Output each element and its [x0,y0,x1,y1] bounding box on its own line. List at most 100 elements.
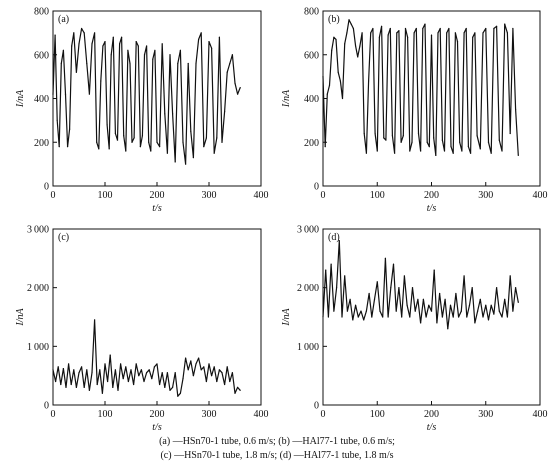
data-point [365,152,367,154]
data-point [137,45,139,47]
data-point [456,41,459,43]
data-point [328,84,331,86]
data-point [467,146,469,148]
data-point [195,363,197,365]
data-point [190,130,192,132]
data-point [371,316,373,318]
data-point [88,93,90,95]
x-tick-label: 0 [321,409,326,420]
data-point [433,269,435,271]
data-point [365,310,367,312]
data-point [216,380,218,383]
data-point [449,304,452,306]
data-point [433,137,435,139]
x-tick-label: 100 [98,190,113,201]
data-point [363,319,365,321]
data-point [471,287,473,289]
data-point [179,49,181,51]
data-point [154,49,156,51]
data-point [417,298,419,300]
data-point [341,97,344,100]
y-tick-label: 1 000 [297,342,319,353]
data-point [479,148,481,150]
data-point [509,275,511,277]
data-point [125,150,127,152]
data-point [185,357,187,359]
data-point [226,366,228,368]
y-tick-label: 200 [304,138,319,149]
data-point [493,313,495,315]
data-point [398,30,400,32]
data-point [58,146,60,148]
data-point [376,281,378,283]
data-point [218,369,220,371]
data-point [428,146,430,148]
data-point [133,137,135,139]
data-point [75,386,77,388]
data-point [237,93,239,95]
data-point [104,41,106,43]
data-point [487,319,490,321]
data-point [185,163,187,165]
data-point [116,139,119,141]
data-point [402,135,404,137]
data-point [229,380,231,383]
data-point [169,389,171,391]
x-axis-label: t/s [427,422,437,433]
data-point [221,141,223,143]
x-tick-label: 0 [321,190,326,201]
data-point [506,316,509,318]
data-point [172,386,174,388]
data-point [192,156,194,159]
y-tick-label: 1 000 [27,342,49,353]
data-point [70,383,72,386]
data-point [322,76,324,78]
data-point [106,124,108,126]
data-point [339,80,341,82]
data-point [469,152,472,154]
data-point [327,316,330,318]
series-line [52,319,241,397]
data-point [139,146,141,148]
data-point [479,298,481,300]
data-point [211,47,213,49]
data-point [512,27,514,30]
data-point [148,369,150,371]
data-point [380,25,383,27]
data-point [463,275,465,277]
data-point [200,369,202,371]
y-tick-label: 3 000 [297,225,319,236]
data-point [213,152,215,154]
data-point [234,392,236,394]
data-point [234,82,236,84]
data-point [169,54,171,56]
data-point [83,386,85,388]
y-tick-label: 0 [44,401,49,412]
data-point [414,310,416,312]
data-point [344,275,346,277]
data-point [436,322,438,324]
data-point [146,372,148,374]
data-point [141,135,144,137]
data-point [182,141,184,143]
data-point [94,32,96,34]
data-point [218,36,220,38]
x-tick-label: 300 [478,190,493,201]
data-point [164,386,166,388]
data-point [198,357,200,359]
data-point [190,360,192,362]
data-point [237,386,239,388]
data-point [56,119,58,121]
data-point [86,62,88,65]
data-point [448,27,450,30]
data-point [490,304,492,306]
data-point [96,141,98,143]
data-point [86,369,88,371]
data-point [485,27,487,30]
data-point [367,80,370,82]
data-point [330,263,332,265]
data-point [100,80,102,82]
data-point [333,36,335,38]
data-point [208,363,210,365]
data-point [435,154,437,156]
